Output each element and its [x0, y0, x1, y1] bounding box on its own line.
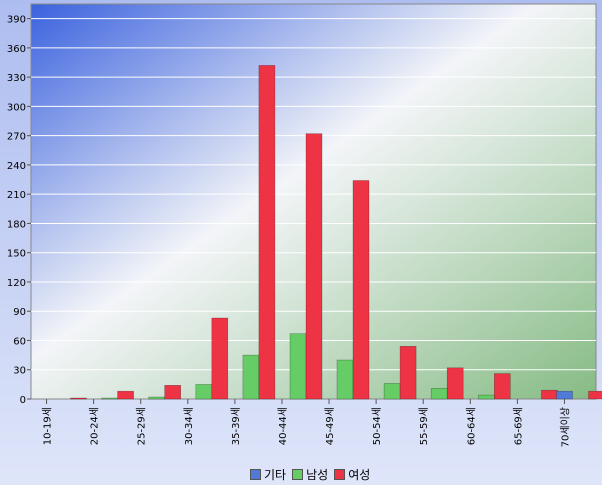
bar-male	[195, 384, 213, 400]
legend-label-male: 남성	[306, 468, 329, 482]
y-tick-label: 360	[7, 44, 26, 55]
x-axis-ticks: 10-19세 20-24세 25-29세 30-34세 35-39세 40-44세 45-4…	[42, 399, 571, 447]
bar-male	[383, 383, 401, 400]
bar-male	[430, 387, 448, 400]
x-tick-label: 45-49세	[324, 407, 336, 445]
y-tick-label: 210	[7, 190, 26, 201]
y-tick-label: 240	[7, 161, 26, 172]
bar-male	[148, 396, 165, 400]
bar-male	[289, 333, 307, 400]
x-tick-label: 50-54세	[371, 407, 383, 445]
bar-female	[446, 367, 464, 400]
legend: 기타 남성 여성	[250, 466, 370, 483]
bar-female	[305, 133, 323, 400]
bar-female	[399, 345, 417, 400]
legend-item-male: 남성	[292, 466, 328, 483]
x-tick-label: 25-29세	[136, 407, 148, 445]
y-tick-label: 270	[7, 132, 26, 143]
y-tick-label: 60	[13, 336, 26, 347]
y-tick-label: 300	[7, 102, 26, 113]
y-tick-label: 150	[7, 249, 26, 260]
bar-male	[101, 397, 118, 400]
bar-female	[588, 390, 602, 400]
x-tick-label: 40-44세	[277, 407, 289, 445]
bars	[70, 65, 602, 400]
legend-item-other: 기타	[250, 466, 286, 483]
y-tick-label: 0	[20, 395, 26, 406]
legend-swatch-female	[334, 469, 346, 480]
x-tick-label: 65-69세	[512, 407, 524, 445]
legend-swatch-other	[250, 469, 261, 480]
legend-swatch-male	[292, 469, 304, 480]
bar-male	[336, 359, 354, 400]
x-tick-label: 20-24세	[89, 407, 101, 445]
x-tick-label: 70세이상	[559, 407, 571, 447]
x-tick-label: 55-59세	[418, 407, 430, 445]
bar-female	[117, 390, 134, 400]
y-tick-label: 180	[7, 219, 26, 230]
legend-item-female: 여성	[334, 466, 370, 483]
bar-female	[493, 373, 511, 400]
y-tick-label: 120	[7, 278, 26, 289]
bar-female	[352, 180, 370, 400]
bar-other	[556, 390, 573, 400]
y-tick-label: 90	[13, 307, 26, 318]
x-tick-label: 30-34세	[183, 407, 195, 445]
bar-female	[211, 317, 229, 400]
bar-female	[70, 397, 87, 400]
legend-label-female: 여성	[348, 468, 371, 482]
bar-female	[541, 389, 558, 400]
legend-label-other: 기타	[264, 468, 287, 482]
bar-female	[164, 384, 181, 400]
bar-male	[477, 394, 495, 400]
x-tick-label: 60-64세	[465, 407, 477, 445]
y-axis-ticks: 0 30 60 90 120 150 180 210 240 270 300 330 360 390	[7, 15, 31, 406]
y-tick-label: 330	[7, 73, 26, 84]
x-tick-label: 35-39세	[230, 407, 242, 445]
y-tick-label: 30	[13, 366, 26, 377]
x-tick-label: 10-19세	[42, 407, 54, 445]
y-tick-label: 390	[7, 15, 26, 26]
bar-female	[258, 65, 276, 400]
bar-male	[242, 354, 260, 400]
